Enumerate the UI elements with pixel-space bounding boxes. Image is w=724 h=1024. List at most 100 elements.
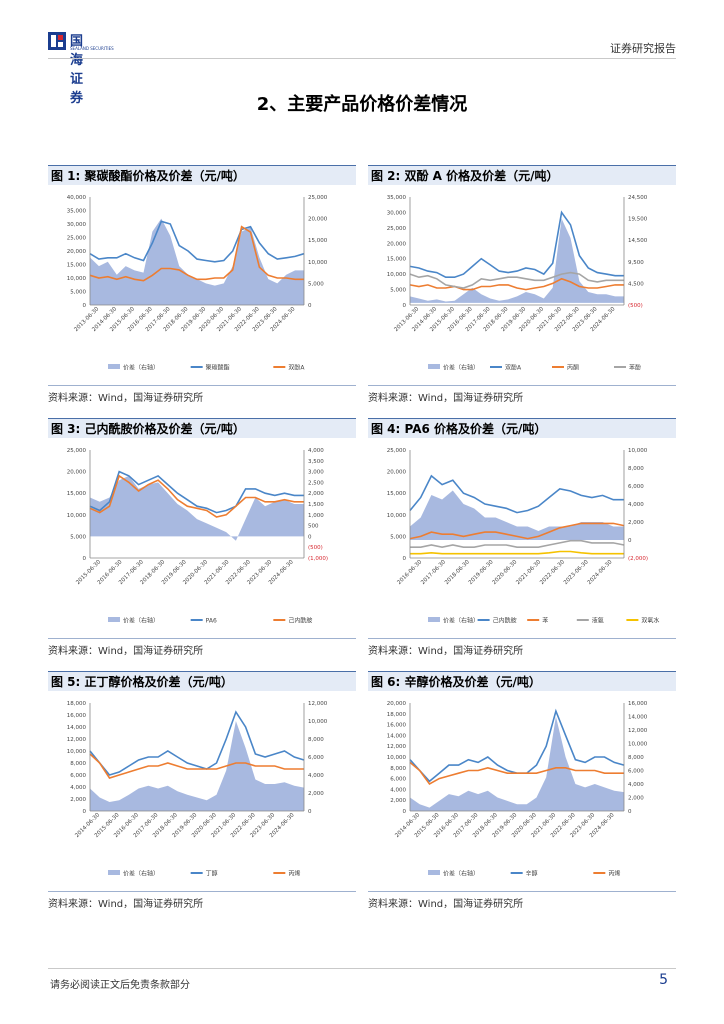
legend-label: 价差（右轴） [123, 870, 159, 878]
left-tick-label: 20,000 [387, 470, 407, 476]
left-tick-label: 5,000 [70, 534, 86, 540]
source-divider [48, 385, 356, 386]
series-line-1 [89, 225, 304, 282]
chart: 20,000 18,000 16,000 14,000 12,000 10,000 8,00… [368, 693, 676, 889]
series-line-1 [409, 522, 625, 540]
left-tick-label: 10,000 [387, 513, 407, 519]
left-tick-label: 4,000 [70, 785, 86, 791]
figure-title: 图 5: 正丁醇价格及价差（元/吨） [48, 671, 356, 691]
right-tick-label: 6,000 [308, 755, 324, 761]
left-tick-label: 10,000 [67, 749, 87, 755]
figure-source: 资料来源：Wind，国海证券研究所 [368, 646, 524, 657]
left-tick-label: 20,000 [387, 701, 407, 707]
legend-label: 双氧水 [641, 617, 659, 625]
left-tick-label: 35,000 [387, 195, 407, 201]
figure-source: 资料来源：Wind，国海证券研究所 [368, 393, 524, 404]
legend-label: 价差（右轴） [443, 364, 479, 372]
legend-label: 聚碳酸酯 [206, 364, 230, 372]
source-divider [368, 891, 676, 892]
chart: 25,000 20,000 15,000 10,000 5,000 0 10,000 8,00… [368, 440, 676, 636]
right-tick-label: 3,000 [308, 470, 324, 476]
left-tick-label: 0 [83, 303, 87, 309]
left-tick-label: 8,000 [70, 761, 86, 767]
right-tick-label: (500) [308, 545, 323, 551]
chart: 25,000 20,000 15,000 10,000 5,000 0 4,000 3,500… [48, 440, 356, 636]
left-tick-label: 16,000 [67, 713, 87, 719]
right-tick-label: 4,000 [628, 782, 644, 788]
left-tick-label: 20,000 [67, 470, 87, 476]
left-tick-label: 5,000 [390, 534, 406, 540]
left-tick-label: 0 [83, 809, 87, 815]
left-tick-label: 0 [403, 809, 407, 815]
left-tick-label: 25,000 [387, 226, 407, 232]
left-tick-label: 2,000 [70, 797, 86, 803]
right-tick-label: 4,500 [628, 281, 644, 287]
right-tick-label: 2,500 [308, 480, 324, 486]
series-line-1 [89, 753, 304, 779]
right-tick-label: 3,500 [308, 459, 324, 465]
spread-area [410, 490, 624, 540]
legend-swatch [428, 364, 440, 369]
chart-svg: 25,000 20,000 15,000 10,000 5,000 0 10,000 8,00… [387, 448, 660, 625]
series-line-0 [89, 470, 304, 514]
left-tick-label: 30,000 [387, 210, 407, 216]
left-tick-label: 15,000 [387, 491, 407, 497]
right-tick-label: 8,000 [628, 755, 644, 761]
x-tick-label: 2024-06-30 [587, 559, 614, 586]
figure-title: 图 3: 己内酰胺价格及价差（元/吨） [48, 418, 356, 438]
page-number: 5 [659, 972, 668, 988]
right-tick-label: 20,000 [308, 217, 328, 223]
left-tick-label: 25,000 [67, 448, 87, 454]
legend-label: 丙烯 [608, 870, 620, 878]
left-tick-label: 12,000 [387, 744, 407, 750]
right-tick-label: 2,000 [628, 520, 644, 526]
left-tick-label: 14,000 [67, 725, 87, 731]
left-tick-label: 2,000 [390, 798, 406, 804]
left-tick-label: 10,000 [387, 272, 407, 278]
series-line-0 [409, 210, 624, 278]
right-tick-label: 0 [308, 303, 312, 309]
spread-area [90, 475, 304, 541]
right-tick-label: 4,000 [628, 502, 644, 508]
header-divider [48, 58, 676, 59]
chart-svg: 18,000 16,000 14,000 12,000 10,000 8,000 6,000… [67, 701, 328, 878]
right-tick-label: 2,000 [308, 491, 324, 497]
legend-label: 价差（右轴） [443, 870, 479, 878]
right-tick-label: 1,500 [308, 502, 324, 508]
left-tick-label: 0 [403, 556, 407, 562]
right-tick-label: 2,000 [628, 796, 644, 802]
chart-svg: 25,000 20,000 15,000 10,000 5,000 0 4,000 3,500… [67, 448, 328, 625]
left-tick-label: 0 [403, 303, 407, 309]
legend-label: PA6 [206, 618, 217, 625]
right-tick-label: 25,000 [308, 195, 328, 201]
right-tick-label: 4,000 [308, 448, 324, 454]
source-divider [368, 385, 676, 386]
right-tick-label: 6,000 [628, 484, 644, 490]
chart-svg: 20,000 18,000 16,000 14,000 12,000 10,000 8,00… [387, 701, 648, 878]
legend-label: 苯 [542, 617, 548, 625]
figure-source: 资料来源：Wind，国海证券研究所 [48, 899, 204, 910]
chart: 35,000 30,000 25,000 20,000 15,000 10,000 5,00… [368, 187, 676, 383]
series-line-3 [410, 550, 624, 555]
chart-svg: 35,000 30,000 25,000 20,000 15,000 10,000 5,00… [387, 195, 648, 372]
section-title: 2、主要产品价格价差情况 [256, 94, 468, 115]
right-tick-label: 0 [308, 809, 312, 815]
legend-label: 丁醇 [206, 870, 218, 878]
logo-text-en: SEALAND SECURITIES [70, 46, 114, 51]
legend-label: 苯酚 [629, 364, 641, 372]
legend-label: 价差（右轴） [123, 617, 159, 625]
left-tick-label: 6,000 [70, 773, 86, 779]
right-tick-label: 10,000 [628, 448, 648, 454]
left-tick-label: 30,000 [67, 222, 87, 228]
left-tick-label: 10,000 [387, 755, 407, 761]
right-tick-label: 0 [628, 538, 632, 544]
right-tick-label: 16,000 [628, 701, 648, 707]
page-header: 国海证券 SEALAND SECURITIES 证券研究报告 [48, 30, 676, 106]
logo-icon [48, 32, 66, 50]
right-tick-label: 14,500 [628, 238, 648, 244]
left-tick-label: 25,000 [387, 448, 407, 454]
legend-label: 丙酮 [567, 365, 579, 372]
figure-title: 图 2: 双酚 A 价格及价差（元/吨） [368, 165, 676, 185]
spread-area [90, 721, 304, 811]
left-tick-label: 5,000 [390, 288, 406, 294]
